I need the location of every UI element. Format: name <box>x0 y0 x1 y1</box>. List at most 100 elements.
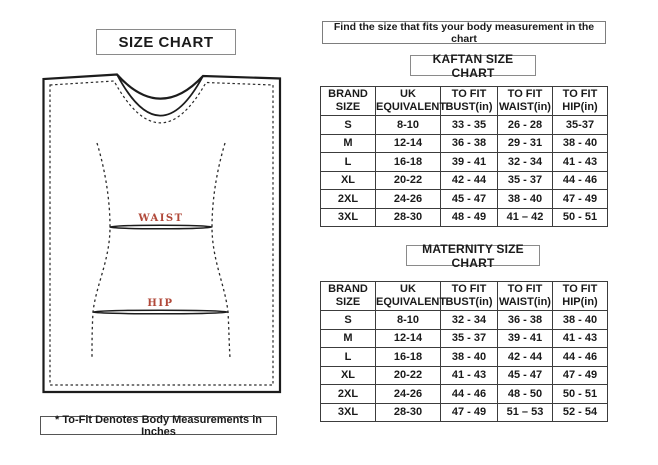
table-cell: 52 - 54 <box>552 402 608 422</box>
table-row: 3XL 28-30 48 - 49 41 – 42 50 - 51 <box>320 207 608 227</box>
table-cell: 42 - 44 <box>440 170 498 190</box>
page-title: SIZE CHART <box>96 29 236 55</box>
table-cell: 38 - 40 <box>497 189 553 209</box>
table-cell: 36 - 38 <box>497 310 553 330</box>
kaftan-size-table: BRAND SIZE UK EQUIVALENT TO FIT BUST(in) TO… <box>320 86 608 227</box>
table-cell: 36 - 38 <box>440 133 498 153</box>
table-cell: 16-18 <box>375 152 441 172</box>
table-cell: L <box>320 347 376 367</box>
table-cell: 8-10 <box>375 310 441 330</box>
column-header: TO FIT WAIST(in) <box>497 281 553 311</box>
table-row: S 8-10 32 - 34 36 - 38 38 - 40 <box>320 310 608 330</box>
table-cell: 32 - 34 <box>497 152 553 172</box>
table-cell: 50 - 51 <box>552 207 608 227</box>
table-cell: 2XL <box>320 189 376 209</box>
table-cell: 38 - 40 <box>552 133 608 153</box>
column-header: TO FIT HIP(in) <box>552 281 608 311</box>
table-cell: 41 - 43 <box>552 328 608 348</box>
table-cell: 26 - 28 <box>497 115 553 135</box>
table-row: M 12-14 35 - 37 39 - 41 41 - 43 <box>320 328 608 348</box>
table-cell: 12-14 <box>375 328 441 348</box>
body-silhouette-left <box>91 142 111 359</box>
table-row: M 12-14 36 - 38 29 - 31 38 - 40 <box>320 133 608 153</box>
table-row: XL 20-22 41 - 43 45 - 47 47 - 49 <box>320 365 608 385</box>
garment-outline <box>42 73 282 394</box>
table-cell: 2XL <box>320 384 376 404</box>
table-cell: L <box>320 152 376 172</box>
header-row: BRAND SIZE UK EQUIVALENT TO FIT BUST(in) TO… <box>320 281 608 311</box>
table-cell: XL <box>320 365 376 385</box>
table-row: 2XL 24-26 44 - 46 48 - 50 50 - 51 <box>320 384 608 404</box>
table-cell: 48 - 49 <box>440 207 498 227</box>
kaftan-table-title-text: KAFTAN SIZE CHART <box>432 51 514 80</box>
waist-measure-line <box>109 224 213 230</box>
instruction-text: Find the size that fits your body measur… <box>333 20 595 45</box>
column-header: UK EQUIVALENT <box>375 86 446 116</box>
table-cell: 24-26 <box>375 189 441 209</box>
table-cell: 24-26 <box>375 384 441 404</box>
table-cell: 35 - 37 <box>440 328 498 348</box>
column-header: TO FIT WAIST(in) <box>497 86 553 116</box>
table-cell: S <box>320 115 376 135</box>
table-row: S 8-10 33 - 35 26 - 28 35-37 <box>320 115 608 135</box>
hip-measure-line <box>92 309 229 315</box>
table-cell: 45 - 47 <box>497 365 553 385</box>
table-cell: S <box>320 310 376 330</box>
table-cell: 47 - 49 <box>440 402 498 422</box>
kaftan-garment-diagram: WAIST HIP <box>42 73 282 394</box>
header-row: BRAND SIZE UK EQUIVALENT TO FIT BUST(in) TO… <box>320 86 608 116</box>
column-header: UK EQUIVALENT <box>375 281 446 311</box>
table-row: L 16-18 38 - 40 42 - 44 44 - 46 <box>320 347 608 367</box>
column-header: BRAND SIZE <box>320 86 376 116</box>
waist-label: WAIST <box>137 213 183 224</box>
table-cell: 29 - 31 <box>497 133 553 153</box>
table-cell: 28-30 <box>375 207 441 227</box>
table-cell: 47 - 49 <box>552 189 608 209</box>
table-row: 3XL 28-30 47 - 49 51 – 53 52 - 54 <box>320 402 608 422</box>
table-cell: 3XL <box>320 207 376 227</box>
footnote-text: * To-Fit Denotes Body Measurements in In… <box>55 413 262 438</box>
body-silhouette-right <box>211 142 231 359</box>
table-cell: 44 - 46 <box>552 347 608 367</box>
table-row: XL 20-22 42 - 44 35 - 37 44 - 46 <box>320 170 608 190</box>
table-cell: 3XL <box>320 402 376 422</box>
column-header: TO FIT BUST(in) <box>440 86 498 116</box>
table-cell: 44 - 46 <box>552 170 608 190</box>
table-row: 2XL 24-26 45 - 47 38 - 40 47 - 49 <box>320 189 608 209</box>
table-cell: M <box>320 328 376 348</box>
maternity-size-table: BRAND SIZE UK EQUIVALENT TO FIT BUST(in) TO… <box>320 281 608 422</box>
maternity-table-title: MATERNITY SIZE CHART <box>406 242 540 270</box>
table-cell: 16-18 <box>375 347 441 367</box>
table-cell: 39 - 41 <box>440 152 498 172</box>
kaftan-table-title: KAFTAN SIZE CHART <box>410 52 536 80</box>
page-title-label: SIZE CHART <box>118 33 214 51</box>
table-cell: 8-10 <box>375 115 441 135</box>
hip-label: HIP <box>147 298 173 309</box>
table-cell: 41 - 43 <box>440 365 498 385</box>
table-cell: 42 - 44 <box>497 347 553 367</box>
dashed-seam-border <box>49 80 274 386</box>
column-header: TO FIT BUST(in) <box>440 281 498 311</box>
table-cell: 47 - 49 <box>552 365 608 385</box>
table-cell: 35-37 <box>552 115 608 135</box>
footnote: * To-Fit Denotes Body Measurements in In… <box>40 413 277 438</box>
table-cell: 51 – 53 <box>497 402 553 422</box>
maternity-table-title-text: MATERNITY SIZE CHART <box>422 241 524 270</box>
table-cell: 32 - 34 <box>440 310 498 330</box>
table-cell: 39 - 41 <box>497 328 553 348</box>
table-cell: 12-14 <box>375 133 441 153</box>
table-cell: 33 - 35 <box>440 115 498 135</box>
table-cell: 41 - 43 <box>552 152 608 172</box>
table-row: L 16-18 39 - 41 32 - 34 41 - 43 <box>320 152 608 172</box>
instruction-banner: Find the size that fits your body measur… <box>322 20 606 45</box>
table-cell: 20-22 <box>375 170 441 190</box>
table-cell: 41 – 42 <box>497 207 553 227</box>
table-cell: 44 - 46 <box>440 384 498 404</box>
table-cell: 50 - 51 <box>552 384 608 404</box>
table-cell: 20-22 <box>375 365 441 385</box>
table-cell: 28-30 <box>375 402 441 422</box>
neckline-curve <box>116 74 204 117</box>
column-header: TO FIT HIP(in) <box>552 86 608 116</box>
column-header: BRAND SIZE <box>320 281 376 311</box>
